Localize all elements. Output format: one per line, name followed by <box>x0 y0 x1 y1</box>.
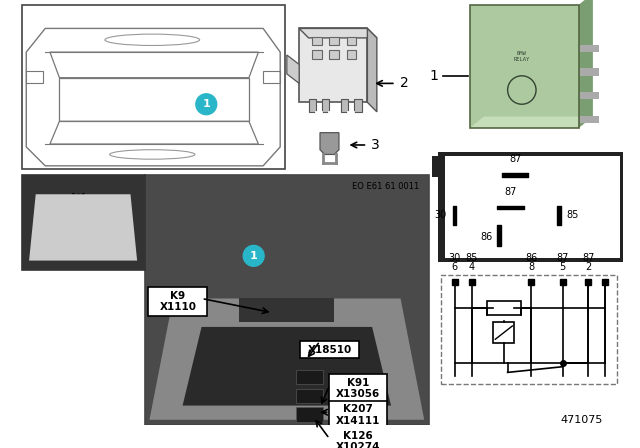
Bar <box>328 401 387 429</box>
Bar <box>312 50 322 59</box>
Polygon shape <box>470 116 593 128</box>
Bar <box>580 116 598 123</box>
Polygon shape <box>182 327 391 405</box>
Polygon shape <box>299 28 377 38</box>
Text: 2: 2 <box>585 262 591 272</box>
Text: 1: 1 <box>202 99 210 109</box>
Text: EO E61 61 0011: EO E61 61 0011 <box>352 182 419 191</box>
Text: BMW
RELAY: BMW RELAY <box>514 52 530 62</box>
Bar <box>328 427 387 448</box>
Bar <box>341 99 348 112</box>
Text: 86: 86 <box>480 232 492 242</box>
Bar <box>346 37 356 46</box>
Text: X18510: X18510 <box>307 345 351 355</box>
Text: 471075: 471075 <box>561 415 603 425</box>
Text: 1: 1 <box>429 69 438 83</box>
Text: 8: 8 <box>528 262 534 272</box>
Polygon shape <box>287 55 299 83</box>
Bar <box>438 151 627 263</box>
Bar <box>354 99 362 112</box>
Polygon shape <box>367 28 377 112</box>
Polygon shape <box>149 298 424 420</box>
Text: 85: 85 <box>566 210 579 220</box>
Bar <box>322 99 330 112</box>
Bar <box>300 341 359 358</box>
Bar <box>296 408 323 422</box>
Bar <box>442 275 616 384</box>
Polygon shape <box>29 194 137 261</box>
Polygon shape <box>320 133 339 155</box>
Bar <box>580 68 598 76</box>
Text: X14111: X14111 <box>336 416 380 426</box>
Text: X1110: X1110 <box>159 302 196 312</box>
Text: 85: 85 <box>465 253 478 263</box>
Text: K207: K207 <box>343 405 373 414</box>
Text: 30: 30 <box>449 253 461 263</box>
Text: 2: 2 <box>399 77 408 90</box>
Bar <box>328 374 387 403</box>
Text: 1: 1 <box>250 251 257 261</box>
Bar <box>346 50 356 59</box>
Bar <box>470 5 579 128</box>
Bar <box>493 322 515 343</box>
Text: 30: 30 <box>435 210 447 220</box>
Bar <box>445 156 620 258</box>
Bar <box>487 302 521 314</box>
Text: 5: 5 <box>559 262 566 272</box>
Bar <box>148 287 207 315</box>
Bar <box>580 92 598 99</box>
Bar <box>580 44 598 52</box>
Text: 87: 87 <box>509 154 522 164</box>
Bar <box>330 37 339 46</box>
Text: 87: 87 <box>582 253 595 263</box>
Bar <box>620 236 630 253</box>
Circle shape <box>243 246 264 266</box>
Bar <box>145 175 429 425</box>
Bar <box>308 99 316 112</box>
Bar <box>432 156 445 177</box>
Text: 87: 87 <box>556 253 569 263</box>
Text: 6: 6 <box>451 262 458 272</box>
Text: 4: 4 <box>468 262 475 272</box>
Bar <box>299 28 367 102</box>
Text: K91: K91 <box>347 378 369 388</box>
Text: 86: 86 <box>525 253 538 263</box>
Text: K9: K9 <box>170 291 186 301</box>
Bar <box>312 37 322 46</box>
Text: X13056: X13056 <box>336 389 380 399</box>
Bar <box>470 5 579 128</box>
Polygon shape <box>579 0 593 128</box>
Polygon shape <box>239 298 334 322</box>
Text: K126: K126 <box>343 431 372 441</box>
Bar <box>22 175 145 270</box>
Bar <box>22 5 285 168</box>
Text: 3: 3 <box>371 138 380 152</box>
Text: 87: 87 <box>504 187 516 197</box>
Text: X10274: X10274 <box>335 442 380 448</box>
Circle shape <box>196 94 217 115</box>
Bar <box>296 370 323 384</box>
Bar <box>330 50 339 59</box>
Bar <box>296 388 323 403</box>
